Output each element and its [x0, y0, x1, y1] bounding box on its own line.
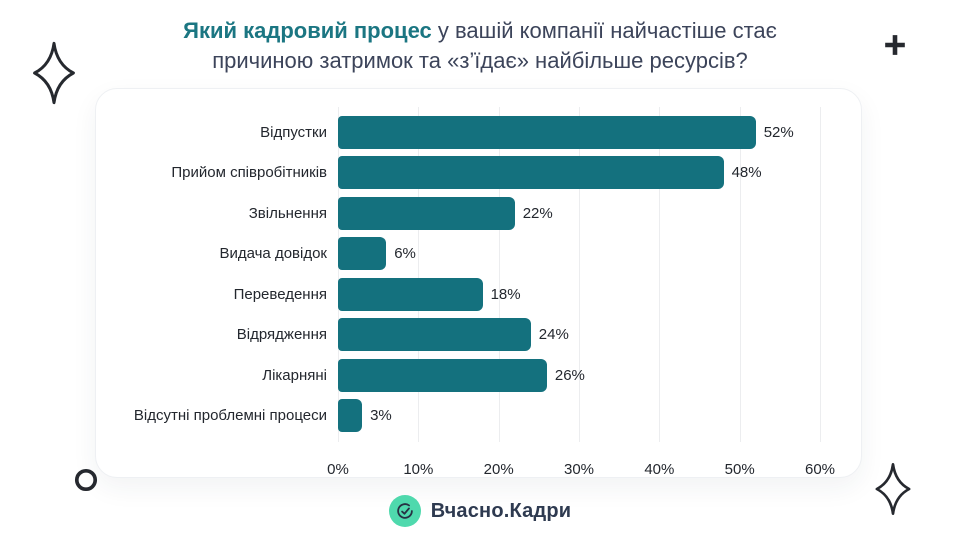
title-rest: у вашій компанії найчастіше стає	[431, 18, 777, 43]
gridline	[739, 107, 741, 442]
x-tick-label: 30%	[563, 461, 595, 478]
title-line2: причиною затримок та «з’їдає» найбільше …	[212, 48, 748, 73]
title-highlight: Який кадровий процес	[183, 18, 432, 43]
sparkle-icon	[33, 41, 75, 105]
value-label: 18%	[490, 285, 521, 303]
category-label: Переведення	[233, 285, 327, 303]
sparkle-icon	[875, 462, 911, 516]
category-label: Відпустки	[260, 123, 327, 141]
gridline	[820, 107, 821, 442]
bar-track: 26%	[338, 358, 820, 392]
bar-track: 22%	[338, 196, 820, 230]
chart-row: Переведення 18%	[96, 274, 861, 315]
chart-rows: Відпустки 52% Прийом співробітників 48% Звіл…	[96, 112, 861, 436]
x-tick-label: 40%	[644, 461, 675, 478]
bar	[338, 196, 515, 230]
chart-card: Відпустки 52% Прийом співробітників 48% Звіл…	[95, 88, 862, 478]
bar-chart: Відпустки 52% Прийом співробітників 48% Звіл…	[96, 107, 861, 478]
page-title: Який кадровий процес у вашій компанії на…	[0, 16, 960, 76]
x-tick-label: 60%	[804, 461, 836, 478]
circle-icon	[74, 468, 98, 492]
chart-row: Лікарняні 26%	[96, 355, 861, 396]
brand-name: Вчасно.Кадри	[430, 499, 572, 522]
gridline	[338, 107, 339, 442]
bar	[338, 237, 387, 271]
gridlines	[338, 107, 821, 442]
category-label: Прийом співробітників	[171, 164, 327, 182]
bar	[338, 318, 531, 352]
bar	[338, 156, 724, 190]
value-label: 48%	[731, 164, 762, 182]
bar-track: 52%	[338, 115, 820, 149]
chart-row: Відпустки 52%	[96, 112, 861, 153]
chart-row: Звільнення 22%	[96, 193, 861, 234]
category-label: Відсутні проблемні процеси	[133, 407, 327, 425]
value-label: 6%	[394, 245, 416, 263]
x-tick-label: 10%	[403, 461, 434, 478]
gridline	[659, 107, 661, 442]
bar	[338, 358, 547, 392]
category-label: Звільнення	[248, 204, 327, 222]
bar-track: 3%	[338, 399, 820, 433]
category-label: Лікарняні	[262, 366, 327, 384]
brand-logo: Вчасно.Кадри	[0, 495, 960, 527]
x-tick-label: 20%	[483, 461, 514, 478]
gridline	[418, 107, 420, 442]
chart-row: Відрядження 24%	[96, 315, 861, 356]
value-label: 26%	[554, 366, 585, 384]
x-tick-label: 0%	[327, 461, 349, 478]
bar	[338, 115, 756, 149]
category-label: Відрядження	[236, 326, 327, 344]
chart-row: Прийом співробітників 48%	[96, 153, 861, 194]
bar-track: 18%	[338, 277, 820, 311]
gridline	[579, 107, 580, 442]
chart-row: Відсутні проблемні процеси 3%	[96, 396, 861, 437]
check-circle-icon	[388, 495, 421, 527]
bar-track: 24%	[338, 318, 820, 352]
bar	[338, 399, 363, 433]
bar	[338, 277, 483, 311]
category-label: Видача довідок	[219, 245, 327, 263]
plus-icon	[885, 35, 905, 55]
bar-track: 48%	[338, 156, 820, 190]
x-axis: 0% 10% 20% 30% 40% 50% 60%	[327, 461, 835, 481]
value-label: 24%	[538, 326, 569, 344]
value-label: 3%	[370, 407, 392, 425]
x-tick-label: 50%	[724, 461, 755, 478]
value-label: 52%	[763, 123, 794, 141]
gridline	[498, 107, 500, 442]
value-label: 22%	[522, 204, 553, 222]
chart-row: Видача довідок 6%	[96, 234, 861, 275]
bar-track: 6%	[338, 237, 820, 271]
